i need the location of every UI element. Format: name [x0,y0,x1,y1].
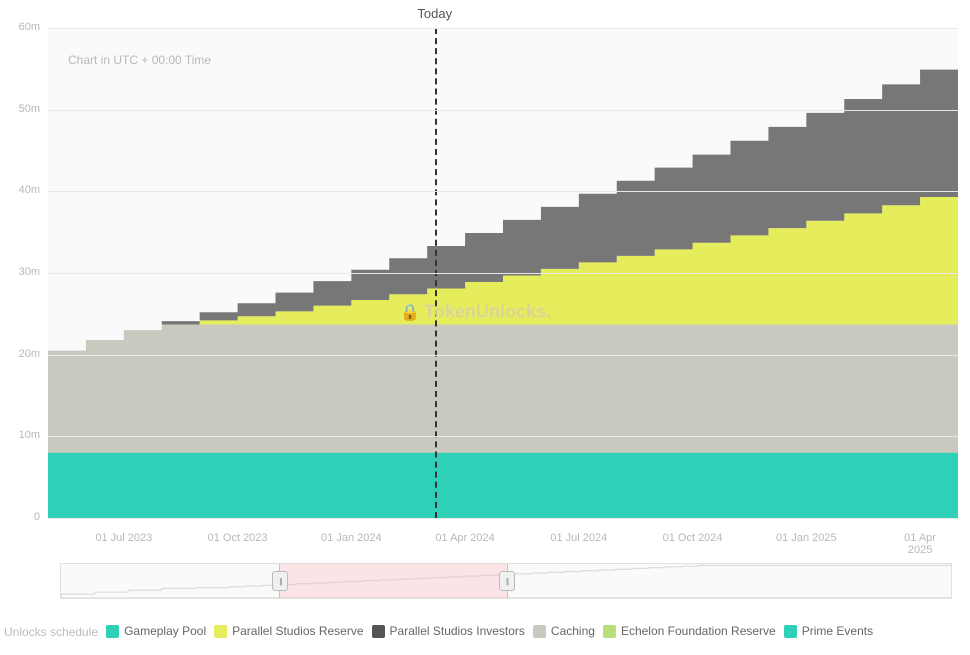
legend-item[interactable]: Caching [533,624,595,638]
legend-label: Prime Events [802,624,873,638]
legend-swatch [214,625,227,638]
legend-swatch [372,625,385,638]
legend-label: Caching [551,624,595,638]
y-tick-label: 60m [0,21,40,33]
timezone-note: Chart in UTC + 00:00 Time [68,53,211,67]
x-tick-label: 01 Jul 2023 [95,532,152,544]
x-tick-label: 01 Oct 2024 [663,532,723,544]
legend-swatch [533,625,546,638]
gridline [48,110,958,111]
legend-title: Unlocks schedule [4,625,98,639]
gridline [48,518,958,519]
watermark-text: TokenUnlocks. [424,302,551,323]
gridline [48,355,958,356]
x-tick-label: 01 Jul 2024 [550,532,607,544]
navigator-handle-left[interactable]: || [272,571,288,591]
navigator-handle-right[interactable]: || [499,571,515,591]
legend-item[interactable]: Prime Events [784,624,873,638]
series-area [48,324,958,452]
legend-swatch [603,625,616,638]
y-tick-label: 0 [0,511,40,523]
lock-icon: 🔒 [400,302,420,322]
y-tick-label: 40m [0,184,40,196]
legend-item[interactable]: Parallel Studios Reserve [214,624,363,638]
x-tick-label: 01 Jan 2025 [776,532,837,544]
x-tick-label: 01 Apr 2025 [895,532,945,556]
legend-label: Parallel Studios Investors [390,624,525,638]
legend-item[interactable]: Echelon Foundation Reserve [603,624,776,638]
x-tick-label: 01 Oct 2023 [208,532,268,544]
y-tick-label: 20m [0,348,40,360]
gridline [48,436,958,437]
watermark: 🔒 TokenUnlocks. [400,302,551,323]
legend-item[interactable]: Gameplay Pool [106,624,206,638]
y-tick-label: 30m [0,266,40,278]
gridline [48,273,958,274]
legend-label: Gameplay Pool [124,624,206,638]
today-label: Today [417,6,452,21]
gridline [48,191,958,192]
legend: Unlocks schedule Gameplay Pool Parallel S… [4,624,881,641]
navigator-selection[interactable]: || || [279,564,508,598]
token-unlocks-chart: Chart in UTC + 00:00 Time Today 🔒 TokenU… [0,0,970,655]
y-tick-label: 50m [0,103,40,115]
legend-swatch [784,625,797,638]
series-area [48,453,958,518]
gridline [48,28,958,29]
navigator[interactable]: || || [60,563,952,599]
legend-swatch [106,625,119,638]
stacked-area-svg [0,0,970,655]
legend-item[interactable]: Parallel Studios Investors [372,624,525,638]
legend-label: Parallel Studios Reserve [232,624,363,638]
x-tick-label: 01 Jan 2024 [321,532,382,544]
x-tick-label: 01 Apr 2024 [435,532,494,544]
y-tick-label: 10m [0,429,40,441]
legend-label: Echelon Foundation Reserve [621,624,776,638]
